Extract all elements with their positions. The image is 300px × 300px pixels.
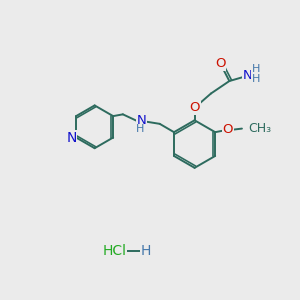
Text: CH₃: CH₃ bbox=[248, 122, 271, 135]
Text: N: N bbox=[66, 130, 76, 145]
Text: H: H bbox=[252, 74, 260, 84]
Text: H: H bbox=[252, 64, 260, 74]
Text: H: H bbox=[136, 124, 145, 134]
Text: O: O bbox=[189, 101, 200, 114]
Text: H: H bbox=[140, 244, 151, 258]
Text: N: N bbox=[243, 69, 253, 82]
Text: O: O bbox=[222, 123, 233, 136]
Text: O: O bbox=[215, 57, 226, 70]
Text: HCl: HCl bbox=[102, 244, 126, 258]
Text: N: N bbox=[136, 114, 146, 128]
